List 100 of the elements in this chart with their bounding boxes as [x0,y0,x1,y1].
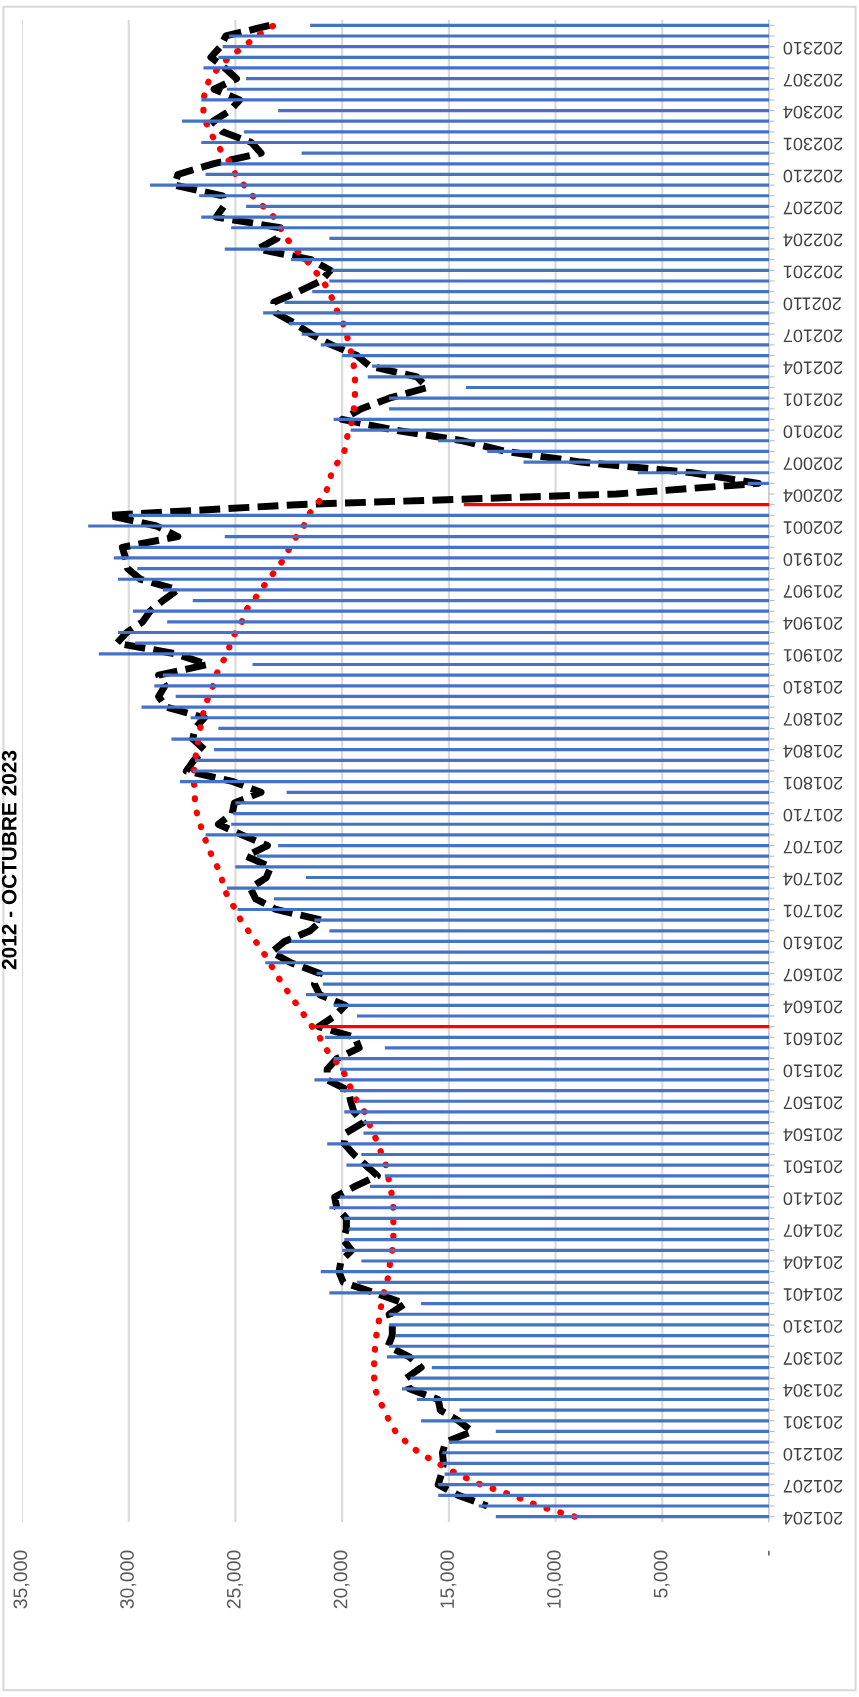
bar [448,1440,769,1444]
bar [179,780,769,784]
bar [389,1344,769,1348]
bar [137,567,769,571]
bar [263,311,769,315]
bar [316,971,769,975]
bar [273,897,769,901]
y-tick-label: 201810 [783,680,843,694]
bar [340,1195,769,1199]
bar [747,481,769,485]
bar [442,1451,769,1455]
bar [203,66,769,70]
y-tick-label: 202210 [783,169,843,183]
y-tick-label: 201401 [783,1288,843,1301]
bar [290,939,769,944]
bar [218,55,769,59]
bar [128,513,769,517]
bar [201,98,769,102]
y-tick-label: 201304 [783,1384,843,1397]
bar [329,279,769,283]
bar [278,950,769,954]
bar [150,183,769,187]
y-tick-label: 201901 [783,648,843,662]
y-tick-label: 202110 [783,297,841,311]
y-tick-label: 202010 [783,425,843,439]
bar [523,460,769,464]
bar [329,929,769,933]
bar [175,694,769,699]
bar [205,833,769,837]
y-tick-label: 202107 [783,329,843,343]
bar [201,140,769,145]
y-tick-label: 201510 [783,1064,843,1078]
bar [265,961,769,965]
x-tick-label: 30,000 [120,1550,137,1609]
bar [416,1397,769,1402]
bar [322,982,769,986]
y-tick-label: 201204 [783,1511,843,1525]
bar [305,875,769,880]
y-tick-label: 202307 [783,73,843,87]
bar [278,843,769,848]
y-tick-label: 201207 [783,1479,843,1493]
y-tick-label: 201704 [783,872,843,886]
y-tick-label: 202201 [783,265,843,279]
bar [201,215,769,219]
bar [314,918,769,922]
y-tick-label: 201701 [783,904,843,918]
bar [118,577,769,581]
bar [141,705,769,709]
bar [192,598,769,603]
y-tick-label: 201407 [783,1224,843,1237]
bar [190,716,769,720]
bar [162,588,769,592]
bar [444,1472,769,1476]
bar [113,556,769,560]
bar [357,1280,769,1284]
bar [226,886,769,890]
y-tick-label: 201710 [783,808,843,822]
bar [192,769,769,773]
bar [495,1429,769,1434]
bar [235,801,769,805]
bar [369,1184,769,1189]
bar [389,396,769,400]
bar [478,1504,769,1508]
x-tick-label: - [768,1550,770,1556]
bar [205,172,769,177]
bar [333,1003,769,1007]
bar [431,1365,769,1370]
y-tick-label: 202001 [783,521,843,534]
bar [344,1216,769,1220]
y-tick-label: 201607 [783,968,843,982]
bar [346,1163,769,1167]
bar [442,1461,769,1466]
bar [194,758,769,762]
bar [132,609,769,613]
bar [386,1355,769,1359]
bar [384,1046,769,1050]
bar [246,76,769,81]
bar [237,907,769,912]
bar [329,1291,769,1295]
y-tick-label: 202004 [783,489,843,502]
bar [350,428,769,432]
bar [286,790,769,794]
bar [235,865,769,869]
bar [233,812,769,816]
bar [438,1493,769,1497]
bar [226,87,769,91]
bar [389,407,769,411]
bar [327,1142,769,1146]
y-tick-label: 201907 [783,585,843,598]
y-tick-label: 201301 [783,1415,843,1429]
bar [320,343,769,347]
bar [290,258,769,262]
bar [459,1408,769,1412]
y-tick-label: 201707 [783,840,843,854]
y-tick-label: 201604 [783,1000,843,1014]
bar [130,545,769,549]
x-tick-label: 35,000 [13,1550,30,1609]
bar [421,1302,769,1306]
bar [421,1419,769,1423]
bar [384,1174,769,1178]
